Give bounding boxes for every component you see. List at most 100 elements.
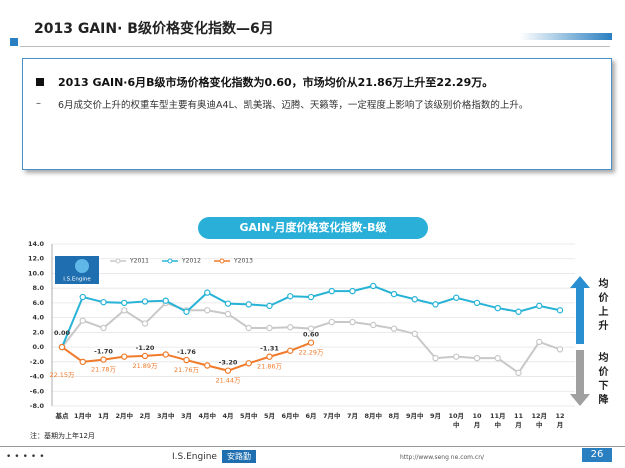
value-label: -1.31 — [260, 345, 279, 353]
point — [349, 287, 356, 295]
x-tick-label: 9月 — [430, 412, 441, 420]
summary-bullet: 2013 GAIN·6月B级市场价格变化指数为0.60，市场均价从21.86万上… — [58, 76, 494, 89]
x-tick-label: 3月中 — [157, 411, 175, 420]
value-label: -1.70 — [94, 348, 113, 356]
x-tick-label: 2月中 — [115, 411, 133, 420]
point — [224, 367, 232, 374]
x-tick-label: 10月中 — [448, 412, 464, 429]
point — [328, 287, 335, 295]
price-label: 21.44万 — [215, 377, 241, 385]
point — [556, 307, 564, 314]
x-tick-label-line: 中 — [453, 420, 460, 429]
point — [162, 297, 169, 304]
point — [100, 356, 107, 363]
x-tick-label-line: 12月 — [531, 412, 547, 420]
x-tick-label: 8月中 — [364, 411, 382, 420]
price-label: 21.86万 — [257, 363, 283, 371]
x-tick-label: 11月中 — [490, 412, 506, 429]
x-tick-label-line: 10月 — [448, 412, 464, 420]
y-tick-label: -4.0 — [30, 373, 45, 381]
point — [266, 353, 273, 360]
page-title: 2013 GAIN· B级价格变化指数—6月 — [34, 21, 274, 37]
x-tick-label: 1月 — [98, 412, 109, 420]
point — [453, 294, 460, 301]
point — [141, 352, 149, 360]
point — [79, 293, 86, 301]
point — [204, 307, 211, 314]
point — [390, 325, 398, 332]
x-tick-label: 12 月 — [555, 412, 564, 429]
footer-url: http://www.seng ne.com.cn/ — [400, 454, 485, 461]
x-tick-label-line: 12 — [555, 412, 564, 420]
price-label: 22.29万 — [298, 349, 324, 357]
y-tick-label: 14.0 — [28, 240, 45, 248]
legend-marker — [115, 258, 121, 264]
down-arrow — [570, 350, 590, 406]
chart-title: GAIN·月度价格变化指数-B级 — [198, 217, 428, 239]
x-tick-label: 1月中 — [74, 411, 92, 420]
header-marker — [10, 38, 18, 46]
legend-label: Y2012 — [181, 258, 201, 265]
point — [432, 354, 439, 362]
x-tick-label: 10 月 — [472, 412, 482, 429]
point — [121, 353, 128, 360]
point — [58, 343, 66, 351]
point — [515, 308, 522, 315]
y-tick-label: 6.0 — [32, 299, 44, 307]
summary-detail: 6月成交价上升的权重车型主要有奥迪A4L、凯美瑞、迈腾、天籁等，一定程度上影响了… — [58, 100, 529, 111]
point — [224, 300, 232, 307]
y-tick-label: 0.0 — [32, 343, 44, 351]
point — [141, 320, 149, 327]
logo-mark — [75, 259, 89, 273]
point — [287, 324, 294, 331]
point — [494, 354, 501, 362]
x-tick-label-line: 10 — [472, 412, 482, 420]
y-tick-label: -2.0 — [30, 358, 45, 366]
x-tick-label: 5月 — [264, 412, 275, 420]
point — [536, 338, 543, 346]
x-tick-label: 2月 — [139, 412, 150, 420]
x-tick-label: 6月 — [305, 412, 316, 420]
point — [432, 301, 439, 308]
point — [370, 321, 377, 329]
y-tick-label: 2.0 — [32, 328, 44, 336]
x-tick-label: 4月 — [222, 412, 233, 420]
legend-label: Y2013 — [233, 258, 253, 265]
value-label: -1.20 — [136, 344, 155, 352]
x-tick-label-line: 月 — [556, 421, 564, 429]
chart-logo: I.S.Engine — [63, 277, 91, 283]
point — [349, 318, 356, 326]
point — [79, 317, 86, 324]
x-tick-label-line: 11月 — [490, 412, 506, 420]
point — [556, 346, 564, 353]
up-arrow — [570, 276, 590, 344]
footer-brand-cn: 安路勤 — [222, 450, 256, 463]
y-tick-label: 12.0 — [28, 255, 45, 263]
point — [183, 356, 190, 364]
x-tick-label-line: 月 — [473, 421, 481, 429]
x-tick-label: 6月中 — [281, 411, 299, 420]
x-tick-label: 7月 — [347, 412, 358, 420]
point — [162, 351, 169, 358]
point — [494, 304, 501, 312]
x-tick-label-line: 月 — [514, 421, 522, 429]
point — [224, 310, 232, 318]
price-label: 21.78万 — [91, 366, 117, 374]
point — [79, 358, 86, 366]
x-tick-label: 5月中 — [240, 411, 258, 420]
footer-dots: ••••• — [6, 452, 48, 462]
value-label: 0.00 — [54, 329, 71, 337]
x-tick-label: 4月中 — [198, 411, 216, 420]
point — [204, 362, 211, 369]
point — [307, 339, 315, 346]
point — [473, 299, 481, 307]
point — [515, 369, 522, 377]
value-label: -3.20 — [219, 359, 238, 367]
value-label: -1.76 — [177, 348, 196, 356]
point — [287, 293, 294, 300]
price-label: 21.76万 — [174, 366, 200, 374]
point — [204, 289, 211, 296]
y-tick-label: -8.0 — [30, 402, 45, 410]
